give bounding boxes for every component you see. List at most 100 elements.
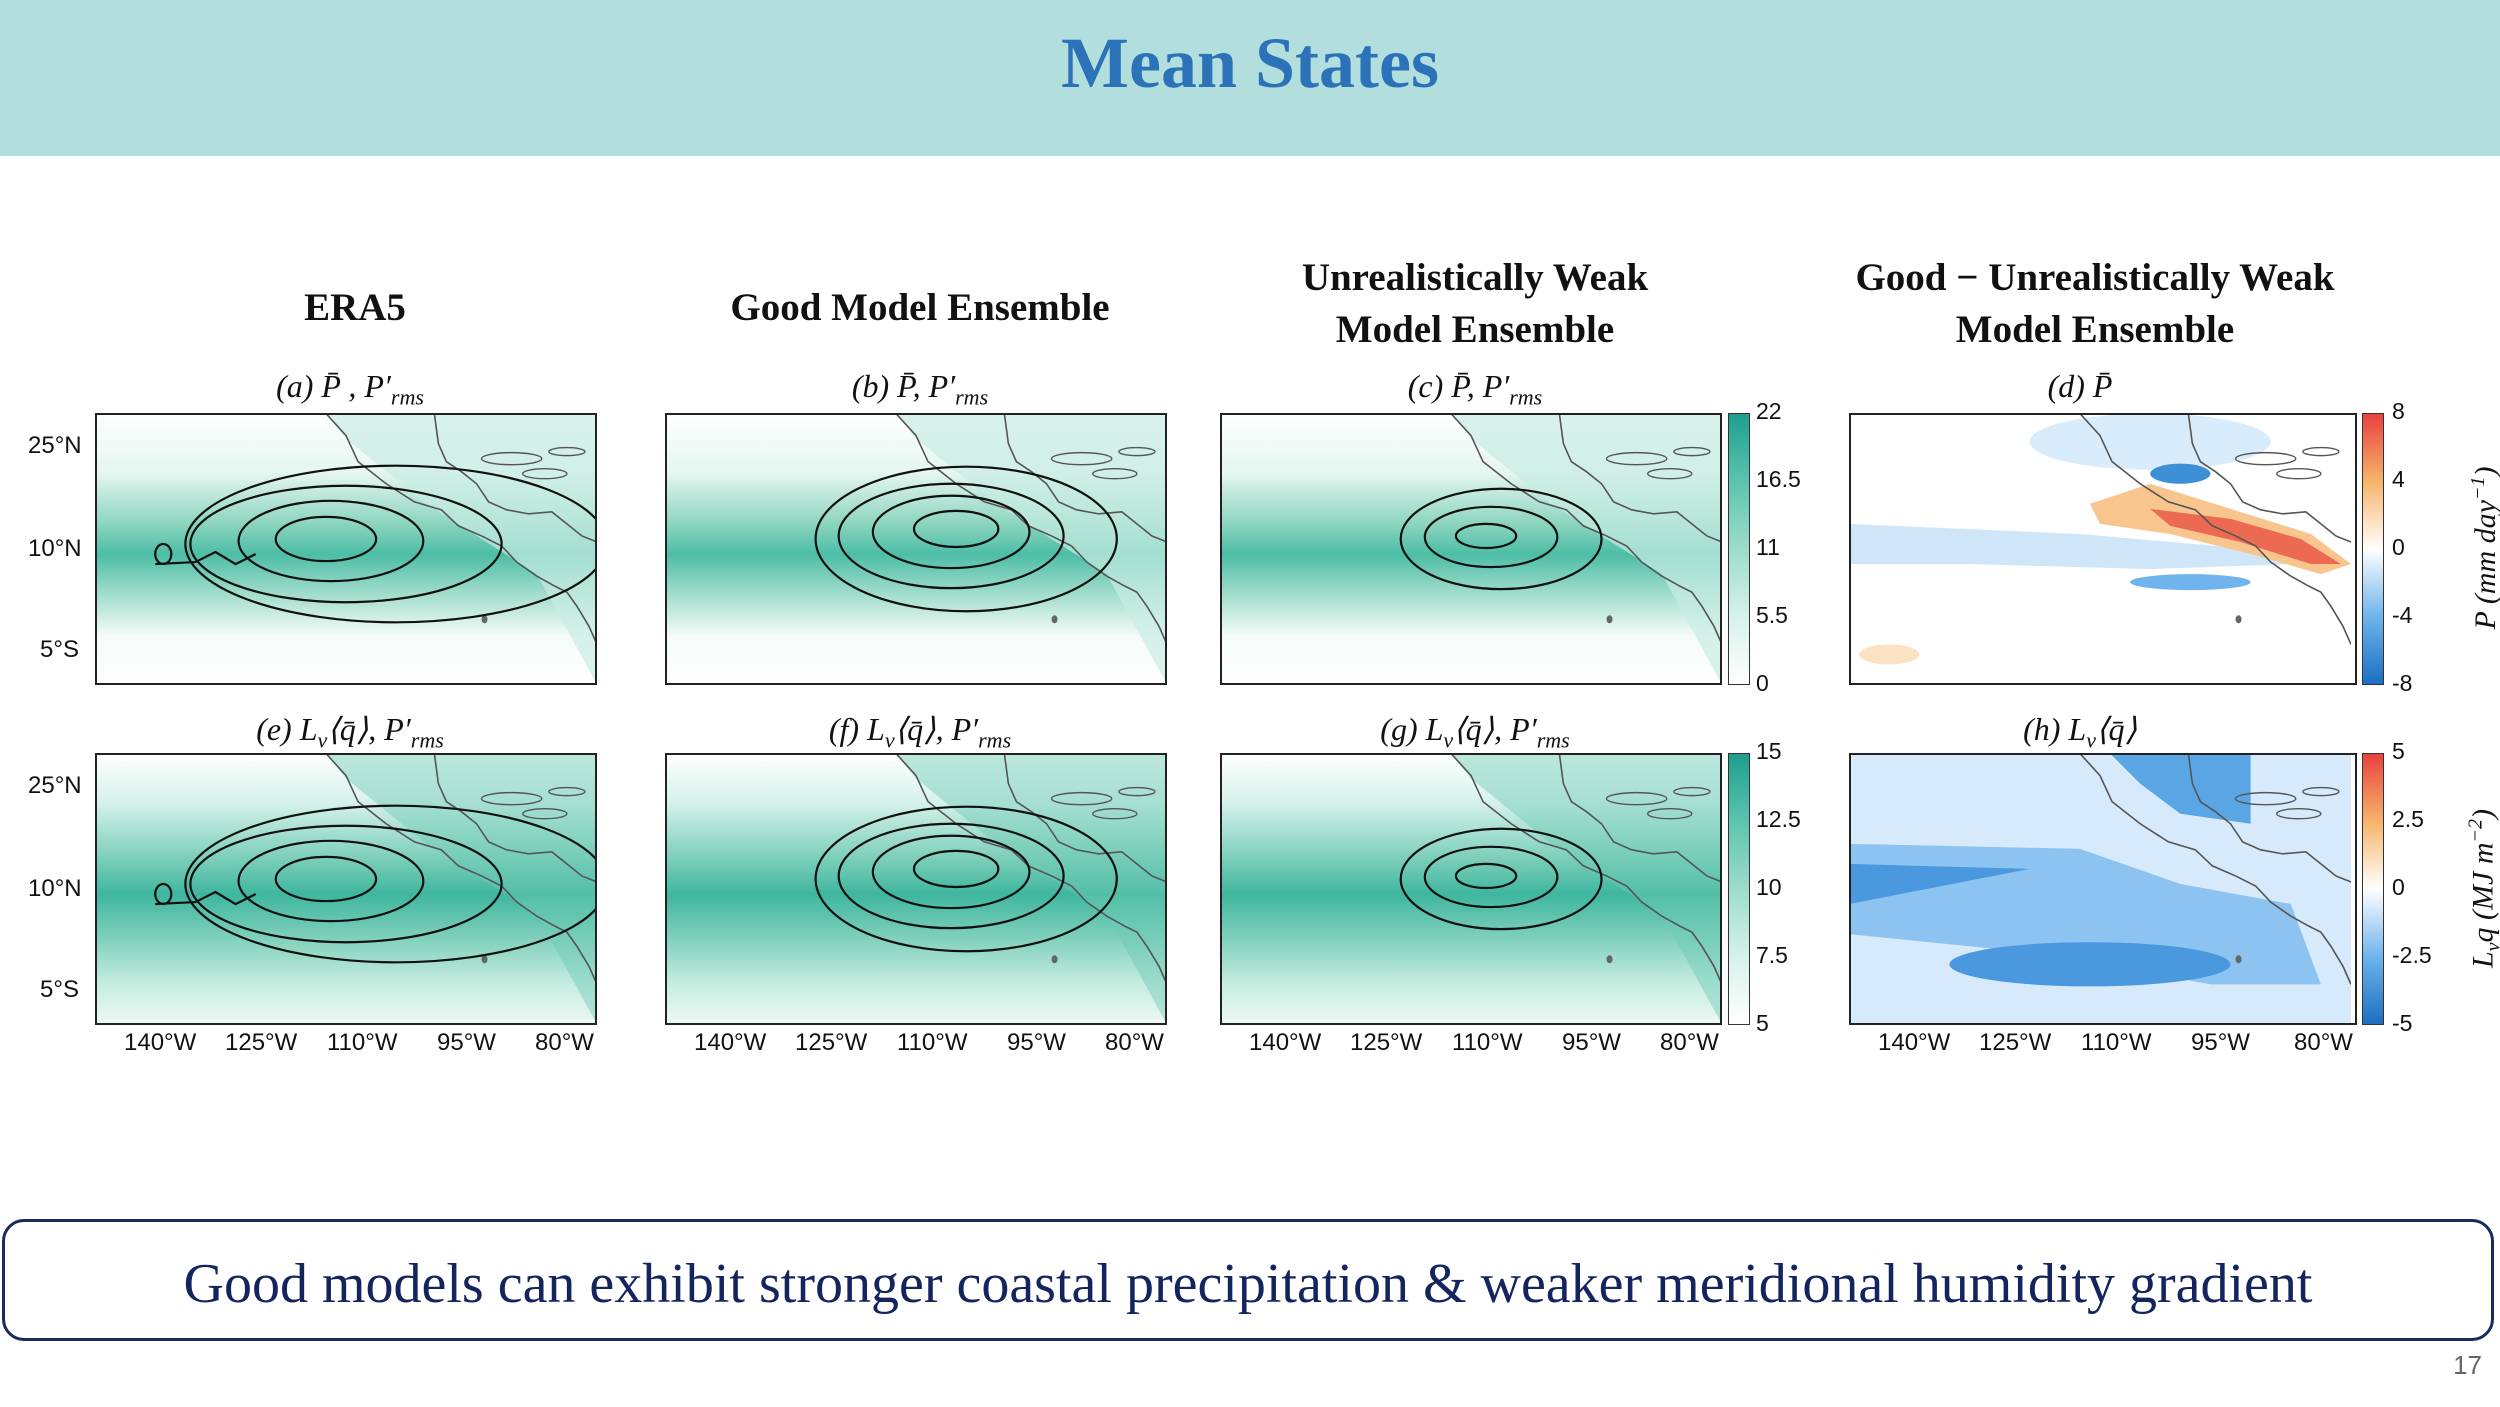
panel-b-letter: (b) [851,368,890,404]
colorbar-precip-mean-tick-4: 0 [1756,670,1769,696]
lon-tick-g-95: 95°W [1562,1029,1621,1056]
map-panel-h-galapagos [2235,955,2242,964]
lon-tick-h-125: 125°W [1979,1029,2052,1056]
map-panel-e-island-2 [548,786,586,797]
panel-d-field: P̄ [2092,368,2113,404]
map-panel-g-contour-2 [1454,862,1518,890]
colorbar-precip-mean [1728,413,1750,685]
map-panel-c [1220,413,1722,685]
map-panel-h-island-2 [2302,786,2340,797]
map-panel-b-coastal-rain [895,413,1167,685]
lon-tick-e-140: 140°W [124,1029,197,1056]
map-panel-a-svg [95,413,597,685]
map-panel-d-galapagos [2235,615,2242,624]
slide-title: Mean States [1061,23,1439,103]
column-heading-weak-line1: Unrealistically Weak [1301,256,1649,299]
map-panel-b-contour-1 [837,482,1065,590]
colorbar-precip-diff-tick-3: -4 [2392,602,2413,628]
map-panel-a-coastline [325,413,597,645]
map-panel-h-svg [1849,753,2351,1025]
map-panel-f-island-2 [1118,786,1156,797]
map-panel-f-land-moisture [895,753,1167,1025]
colorbar-precip-mean-tick-3: 5.5 [1756,602,1788,628]
map-panel-e-contour-2 [237,839,425,923]
colorbar-moisture-diff-tick-4: -5 [2392,1010,2413,1036]
colorbar-moisture-diff-tick-1: 2.5 [2392,806,2424,832]
colorbar-precip-diff-tick-2: 0 [2392,534,2405,560]
map-panel-f-contour-3 [912,849,1000,889]
map-panel-e-galapagos [481,955,488,964]
lon-tick-e-80: 80°W [535,1029,594,1056]
map-panel-a-contour-blob [154,542,173,566]
map-panel-h-deficit-south [1949,942,2231,987]
map-panel-e [95,753,597,1025]
colorbar-moisture-diff [2362,753,2384,1025]
map-panel-d-island-0 [2234,451,2297,466]
panel-f-field: L [867,711,885,747]
moisture-diff-label-sub: v [2483,942,2500,951]
map-panel-a-galapagos [481,615,488,624]
lon-tick-g-140: 140°W [1249,1029,1322,1056]
column-heading-era5-text: ERA5 [304,286,406,329]
map-panel-a-contour-0 [184,464,597,624]
map-panel-g [1220,753,1722,1025]
colorbar-precip-mean-tick-2: 11 [1756,534,1780,560]
panel-c-field: P̄, P′ [1451,368,1510,404]
panel-h-field: L [2068,711,2087,747]
map-panel-g-island-1 [1647,807,1693,820]
map-panel-e-contour-1 [189,824,503,944]
map-panel-a-contour-tail [155,550,257,566]
map-panel-g-svg [1220,753,1722,1025]
conclusion-text: Good models can exhibit stronger coastal… [183,1253,2313,1315]
column-heading-good-text: Good Model Ensemble [730,286,1110,329]
map-panel-e-svg [95,753,597,1025]
colorbar-moisture-mean [1728,753,1750,1025]
panel-g-rest: ⟨q̄⟩, P′ [1453,711,1537,747]
map-panel-e-moisture-field [95,753,597,1025]
map-panel-f-moisture-field [665,753,1167,1025]
map-panel-b-island-0 [1050,451,1113,466]
map-panel-g-coastline-gulf [1558,753,1722,883]
map-panel-d-island-1 [2276,467,2322,480]
panel-f-sub: v [884,727,895,753]
colorbar-moisture-diff-label: Lvq (MJ m−2) [2465,759,2500,1019]
map-panel-h [1849,753,2357,1025]
panel-e-rest: ⟨q̄⟩, P′ [327,711,411,747]
lon-tick-g-125: 125°W [1350,1029,1423,1056]
lon-tick-f-140: 140°W [694,1029,767,1056]
map-panel-e-contour-tail [155,890,257,906]
map-panel-b-island-1 [1092,467,1138,480]
panel-a-title: (a) P̄ , P′rms [220,368,480,410]
panel-c-letter: (c) [1407,368,1444,404]
map-panel-e-coastline-gulf [433,753,597,883]
lon-tick-f-80: 80°W [1105,1029,1164,1056]
map-panel-f-island-1 [1092,807,1138,820]
column-heading-good: Good Model Ensemble [660,282,1180,334]
map-panel-d [1849,413,2357,685]
panel-g-field: L [1425,711,1444,747]
colorbar-precip-diff-tick-1: 4 [2392,466,2405,492]
title-banner [0,0,2500,156]
map-panel-a-contour-1 [189,484,503,604]
column-heading-weak-line2: Model Ensemble [1335,308,1615,351]
map-panel-g-land-moisture [1450,753,1722,1025]
map-panel-c-svg [1220,413,1722,685]
colorbar-precip-mean-tick-0: 22 [1756,398,1782,424]
map-panel-f-coastline-gulf [1003,753,1167,883]
map-panel-c-galapagos [1606,615,1613,624]
lon-tick-f-125: 125°W [795,1029,868,1056]
panel-a-letter: (a) [276,368,314,404]
panel-b-sub: rms [955,384,989,410]
map-panel-d-svg [1849,413,2351,685]
page-number: 17 [2453,1350,2482,1380]
precip-diff-label-main: P (mm day [2469,500,2500,630]
map-panel-h-deficit-west [1849,863,2030,905]
panel-e-sub: v [317,727,328,753]
map-panel-f [665,753,1167,1025]
map-panel-g-contour-0 [1399,827,1603,931]
panel-e-sub2: rms [410,727,444,753]
map-panel-d-orange-spot [1859,644,1920,665]
map-panel-f-contour-2 [871,834,1031,910]
map-panel-a-island-2 [548,446,586,457]
map-panel-e-contour-blob [154,882,173,906]
